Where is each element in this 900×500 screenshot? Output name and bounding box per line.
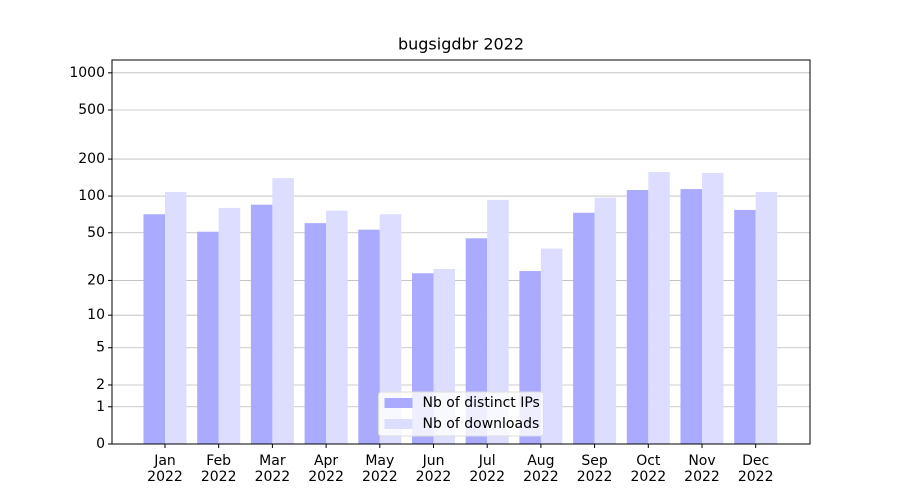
y-tick-label: 1 bbox=[96, 399, 105, 415]
bar bbox=[304, 223, 327, 444]
legend-swatch bbox=[384, 419, 413, 429]
bar bbox=[358, 229, 380, 444]
chart-title: bugsigdbr 2022 bbox=[398, 35, 524, 54]
legend-box bbox=[378, 391, 544, 437]
bar bbox=[143, 214, 165, 444]
legend: Nb of distinct IPs Nb of downloads bbox=[378, 391, 544, 437]
bar bbox=[573, 212, 595, 444]
bar bbox=[648, 172, 670, 445]
x-tick-label: Aug 2022 bbox=[523, 453, 559, 485]
x-tick-label: Sep 2022 bbox=[576, 453, 613, 485]
bar bbox=[594, 197, 617, 444]
y-tick-label: 200 bbox=[78, 151, 105, 167]
bar bbox=[626, 190, 649, 444]
y-tick-label: 2 bbox=[96, 377, 105, 393]
y-tick-label: 100 bbox=[78, 188, 105, 204]
x-tick-label: Nov 2022 bbox=[684, 453, 720, 485]
bar bbox=[487, 199, 509, 444]
x-tick-label: Mar 2022 bbox=[254, 453, 291, 485]
y-tick-label: 10 bbox=[87, 307, 105, 323]
bar bbox=[379, 214, 402, 444]
bar bbox=[680, 189, 702, 444]
bar bbox=[326, 210, 348, 444]
bar bbox=[165, 191, 187, 444]
x-tick-label: Oct 2022 bbox=[630, 453, 667, 485]
y-tick-label: 0 bbox=[96, 436, 105, 452]
bar bbox=[734, 209, 756, 444]
bar bbox=[540, 248, 563, 444]
x-tick-label: May 2022 bbox=[361, 453, 398, 485]
bar bbox=[272, 178, 294, 444]
y-tick-label: 5 bbox=[96, 340, 105, 356]
y-tick-label: 500 bbox=[78, 102, 105, 118]
legend-label: Nb of distinct IPs bbox=[423, 395, 540, 411]
bar bbox=[250, 204, 273, 444]
x-tick-label: Jan 2022 bbox=[147, 453, 183, 485]
plot-frame bbox=[111, 59, 811, 445]
x-tick-label: Dec 2022 bbox=[737, 453, 774, 485]
bar bbox=[755, 191, 778, 444]
legend-swatch bbox=[384, 398, 413, 408]
bar bbox=[702, 173, 724, 445]
bar bbox=[197, 231, 219, 444]
x-tick-label: Apr 2022 bbox=[308, 453, 344, 485]
x-tick-label: Jun 2022 bbox=[415, 453, 452, 485]
y-tick-label: 1000 bbox=[69, 65, 105, 81]
bar bbox=[218, 207, 241, 444]
legend-label: Nb of downloads bbox=[423, 416, 540, 432]
y-tick-label: 20 bbox=[87, 272, 105, 288]
x-tick-label: Feb 2022 bbox=[200, 453, 237, 485]
y-tick-label: 50 bbox=[87, 225, 105, 241]
x-tick-label: Jul 2022 bbox=[469, 453, 505, 485]
